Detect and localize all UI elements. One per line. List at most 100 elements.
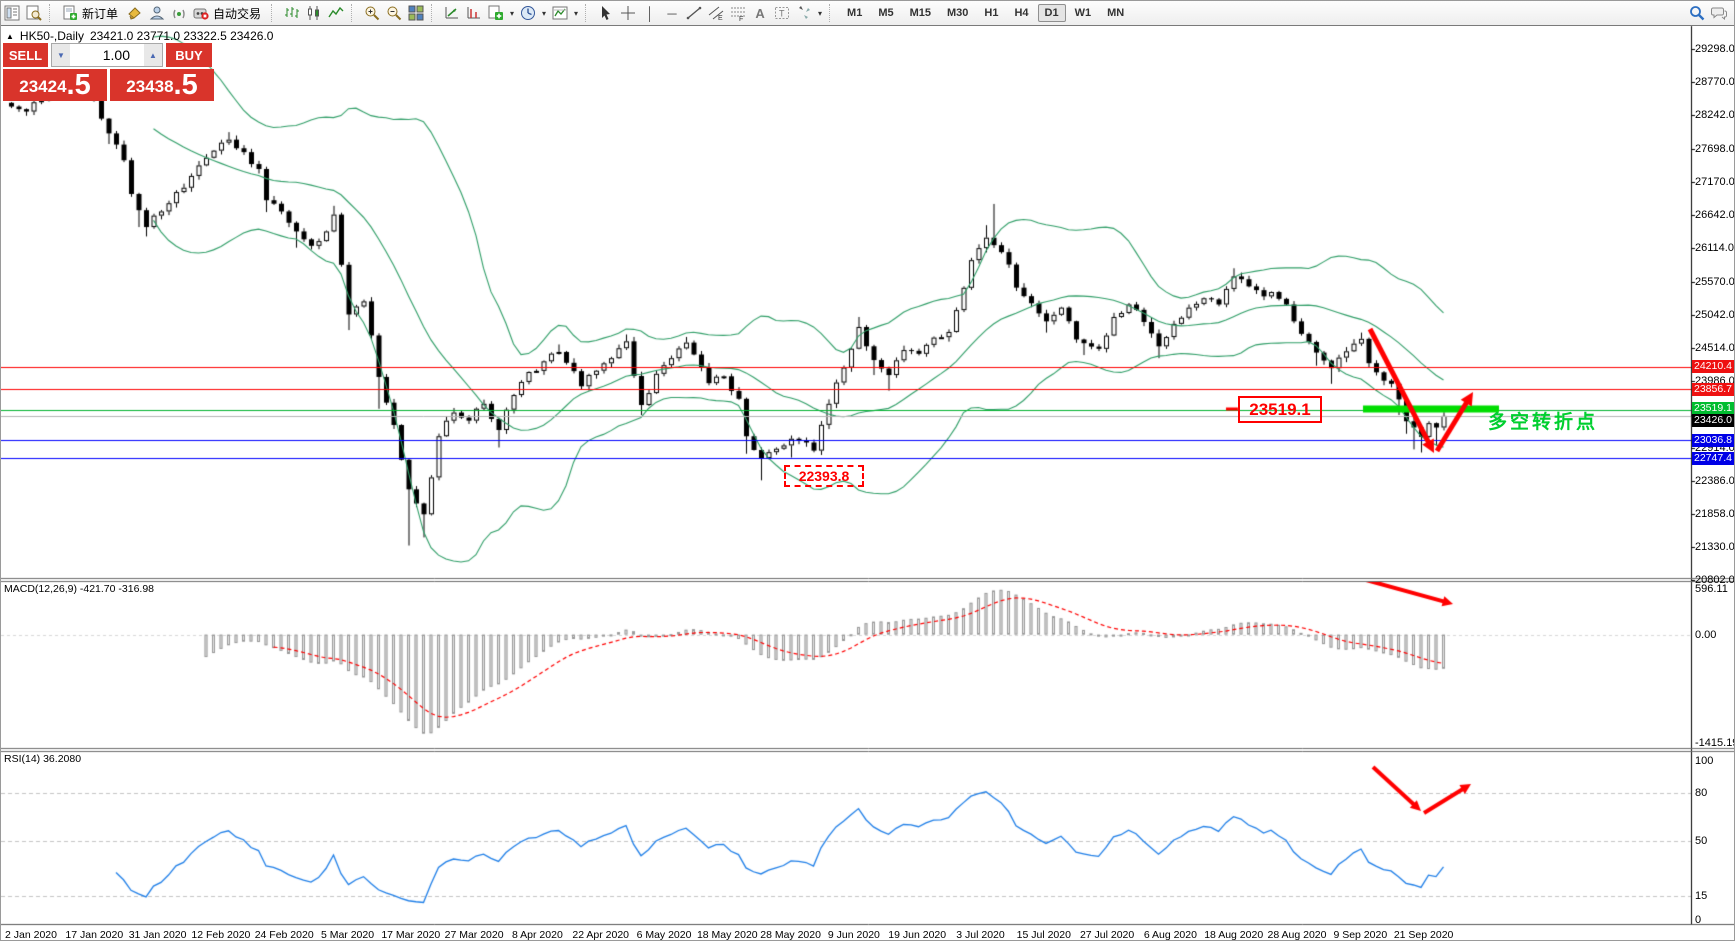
price-tick-label: 28242.0: [1695, 109, 1735, 122]
rsi-tick-label: 80: [1695, 786, 1708, 799]
date-label: 22 Apr 2020: [572, 929, 629, 941]
arrange-horizontal-icon[interactable]: [441, 3, 463, 23]
text-tool-icon[interactable]: A: [755, 5, 765, 21]
buy-price-display[interactable]: 23438 .5: [110, 69, 214, 101]
macd-tick-label: -1415.19: [1695, 737, 1735, 750]
tile-windows-icon[interactable]: [405, 3, 427, 23]
tf-button-h4[interactable]: H4: [1014, 7, 1029, 19]
date-label: 5 Mar 2020: [320, 929, 375, 941]
vertical-line-tool-icon[interactable]: │: [645, 5, 655, 21]
date-label: 8 Apr 2020: [511, 929, 563, 941]
toolbar-separator: [829, 4, 836, 22]
price-level-badge: 23036.8: [1692, 434, 1734, 447]
styler-icon[interactable]: [124, 3, 146, 23]
toolbar-separator: [431, 4, 438, 22]
rsi-tick-label: 100: [1695, 755, 1714, 767]
autotrading-button[interactable]: 自动交易: [213, 6, 262, 21]
date-label: 3 Jul 2020: [956, 929, 1005, 941]
rsi-indicator-label: RSI(14) 36.2080: [4, 753, 82, 765]
buy-button[interactable]: BUY: [166, 43, 212, 67]
price-level-badge: 22747.4: [1692, 452, 1734, 465]
templates-icon[interactable]: [549, 3, 571, 23]
support-price-annotation[interactable]: 23519.1: [1238, 396, 1322, 423]
price-tick-label: 27170.0: [1695, 176, 1735, 189]
text-label-tool-icon[interactable]: T: [771, 3, 793, 23]
pivot-text-annotation[interactable]: 多空转折点: [1488, 412, 1599, 433]
date-label: 17 Jan 2020: [65, 929, 124, 941]
macd-tick-label: 0.00: [1695, 628, 1717, 641]
volume-stepper: ▼ 1.00 ▲: [51, 43, 163, 67]
fibonacci-tool-icon[interactable]: F: [727, 3, 749, 23]
equidistant-channel-tool-icon[interactable]: E: [705, 3, 727, 23]
toolbar-separator: [49, 4, 56, 22]
tf-button-mn[interactable]: MN: [1107, 7, 1125, 19]
current-price-badge: 23426.0: [1692, 414, 1734, 427]
tf-button-h1[interactable]: H1: [984, 7, 999, 19]
date-label: 12 Feb 2020: [191, 929, 251, 941]
market-watch-icon[interactable]: [1, 3, 23, 23]
price-tick-label: 26642.0: [1695, 209, 1735, 222]
horizontal-line-tool-icon[interactable]: ─: [667, 5, 677, 21]
price-tick-label: 29298.0: [1695, 43, 1735, 56]
search-icon[interactable]: [1686, 3, 1708, 23]
trendline-tool-icon[interactable]: [683, 3, 705, 23]
tf-button-w1[interactable]: W1: [1074, 7, 1092, 19]
oneclick-collapse-icon[interactable]: ▲: [6, 31, 14, 41]
periods-clock-icon[interactable]: [517, 3, 539, 23]
new-chart-caret-icon[interactable]: ▾: [510, 8, 515, 18]
shapes-tool-icon[interactable]: [793, 3, 815, 23]
arrange-vertical-icon[interactable]: [463, 3, 485, 23]
zoom-in-icon[interactable]: [361, 3, 383, 23]
one-click-trading-panel: SELL ▼ 1.00 ▲ BUY 23424 .5 23438 .5: [3, 43, 217, 101]
swing-low-annotation[interactable]: 22393.8: [784, 465, 864, 487]
profiles-icon[interactable]: [146, 3, 168, 23]
zoom-out-icon[interactable]: [383, 3, 405, 23]
tf-button-m1[interactable]: M1: [847, 7, 863, 19]
templates-caret-icon[interactable]: ▾: [574, 8, 579, 18]
price-tick-label: 21330.0: [1695, 540, 1735, 553]
volume-decrease-button[interactable]: ▼: [52, 44, 70, 66]
date-label: 6 May 2020: [636, 929, 692, 941]
chart-quote-line: ▲ HK50-,Daily 23421.0 23771.0 23322.5 23…: [6, 29, 273, 43]
sell-button[interactable]: SELL: [3, 43, 48, 67]
symbol-period-label: HK50-,Daily: [19, 29, 84, 43]
toolbar-separator: [585, 4, 592, 22]
cursor-tool-icon[interactable]: [595, 3, 617, 23]
new-chart-icon[interactable]: [485, 3, 507, 23]
date-label: 2 Jan 2020: [5, 929, 57, 941]
date-label: 27 Mar 2020: [444, 929, 504, 941]
tf-button-m15[interactable]: M15: [909, 7, 931, 19]
candlestick-type-icon[interactable]: [303, 3, 325, 23]
tf-button-m30[interactable]: M30: [947, 7, 969, 19]
price-tick-label: 24514.0: [1695, 341, 1735, 354]
macd-indicator-label: MACD(12,26,9) -421.70 -316.98: [4, 583, 154, 595]
price-tick-label: 22386.0: [1695, 474, 1735, 487]
buy-price-main: 23438: [126, 77, 174, 96]
date-label: 15 Jul 2020: [1016, 929, 1071, 941]
price-level-badge: 23519.1: [1692, 402, 1734, 415]
periods-caret-icon[interactable]: ▾: [542, 8, 547, 18]
community-chat-icon[interactable]: [1708, 3, 1730, 23]
line-chart-type-icon[interactable]: [325, 3, 347, 23]
price-level-badge: 24210.4: [1692, 360, 1734, 373]
new-order-icon[interactable]: [59, 3, 81, 23]
date-label: 31 Jan 2020: [128, 929, 187, 941]
date-label: 21 Sep 2020: [1393, 929, 1454, 941]
new-order-button[interactable]: 新订单: [82, 6, 119, 21]
shapes-caret-icon[interactable]: ▾: [818, 8, 823, 18]
price-tick-label: 28770.0: [1695, 76, 1735, 89]
tf-button-d1[interactable]: D1: [1037, 4, 1066, 22]
volume-increase-button[interactable]: ▲: [144, 44, 162, 66]
price-tick-label: 27698.0: [1695, 143, 1735, 156]
autotrading-icon[interactable]: [190, 3, 212, 23]
tf-button-m5[interactable]: M5: [878, 7, 894, 19]
signals-icon[interactable]: [168, 3, 190, 23]
bar-chart-type-icon[interactable]: [281, 3, 303, 23]
toolbar-separator: [271, 4, 278, 22]
volume-input[interactable]: 1.00: [102, 47, 130, 63]
sell-price-display[interactable]: 23424 .5: [3, 69, 107, 101]
crosshair-tool-icon[interactable]: [617, 3, 639, 23]
print-preview-icon[interactable]: [23, 3, 45, 23]
